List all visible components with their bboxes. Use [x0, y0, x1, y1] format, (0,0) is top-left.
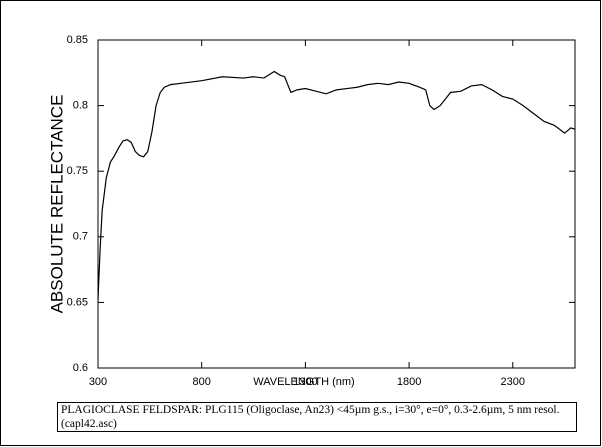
y-tick-label: 0.75 — [67, 165, 88, 177]
y-tick-label: 0.85 — [67, 34, 88, 46]
x-tick-label: 300 — [89, 376, 107, 388]
caption: PLAGIOCLASE FELDSPAR: PLG115 (Oligoclase… — [57, 402, 577, 432]
x-axis-label: WAVELENGTH (nm) — [253, 376, 354, 388]
y-tick-label: 0.8 — [73, 100, 88, 112]
x-tick-label: 1800 — [397, 376, 421, 388]
x-tick-label: 2300 — [501, 376, 525, 388]
y-tick-label: 0.65 — [67, 296, 88, 308]
plot-area — [97, 39, 576, 369]
spectrum-line — [97, 70, 576, 300]
y-tick-label: 0.6 — [73, 362, 88, 374]
x-tick-label: 1300 — [293, 376, 317, 388]
y-tick-label: 0.7 — [73, 231, 88, 243]
x-tick-label: 800 — [193, 376, 211, 388]
y-axis-label: ABSOLUTE REFLECTANCE — [47, 95, 66, 314]
